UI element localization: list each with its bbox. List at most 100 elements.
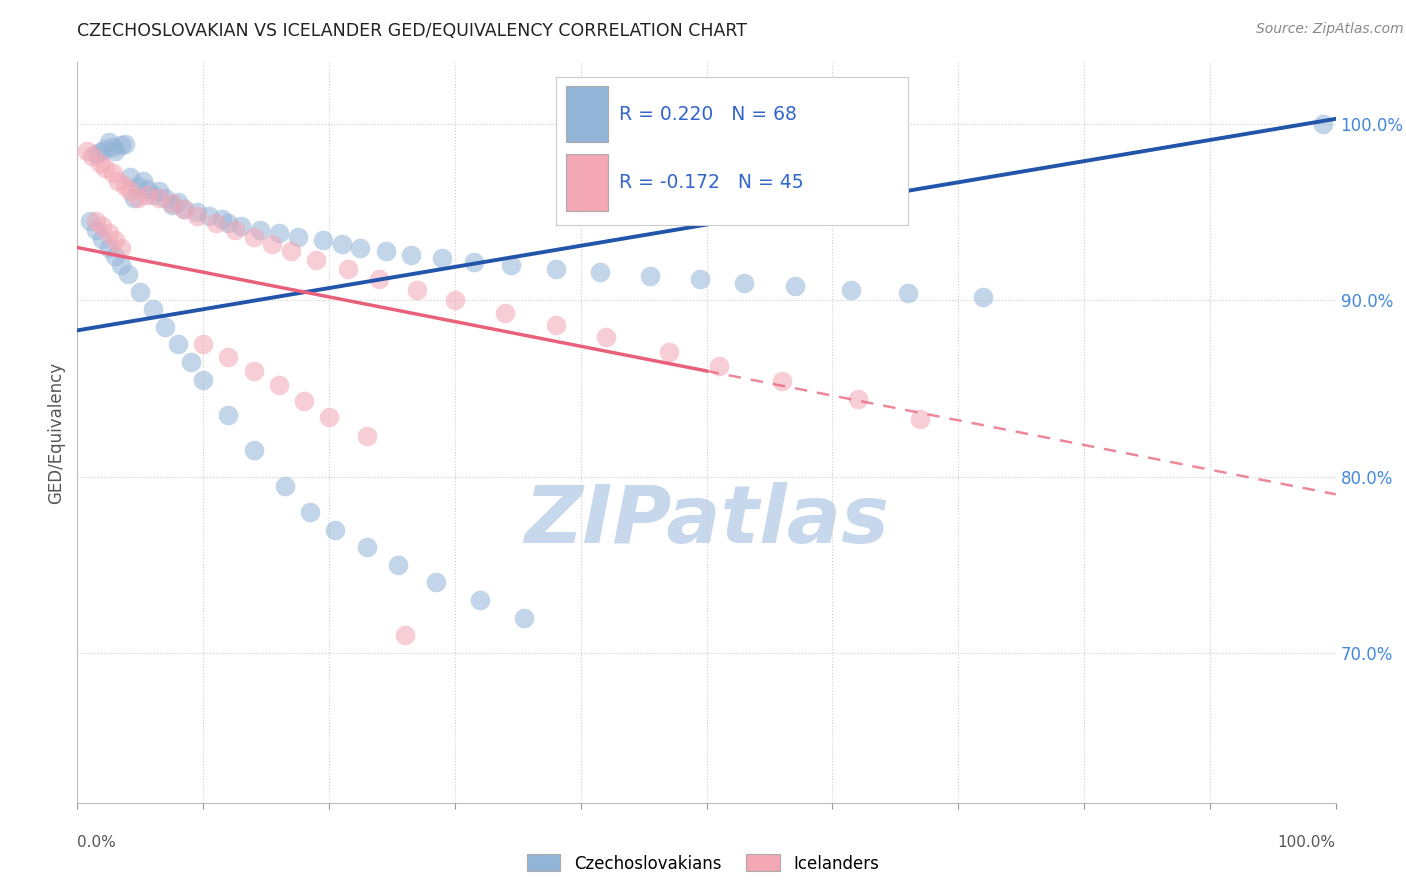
Point xyxy=(110,258,132,272)
Point xyxy=(463,254,485,268)
Point xyxy=(267,227,290,241)
Point xyxy=(101,167,124,181)
Point xyxy=(104,249,127,263)
Point xyxy=(148,184,170,198)
Point xyxy=(468,593,491,607)
Point xyxy=(114,136,136,151)
Point xyxy=(217,408,239,422)
Point xyxy=(658,344,681,359)
Point xyxy=(318,409,340,424)
Point xyxy=(323,523,346,537)
Point xyxy=(897,286,920,301)
Point xyxy=(186,209,208,223)
Point xyxy=(167,194,190,209)
Point xyxy=(120,169,142,184)
Point xyxy=(494,306,516,320)
Point xyxy=(79,214,101,228)
Point xyxy=(1312,117,1334,131)
Point xyxy=(155,319,177,334)
Point xyxy=(122,191,145,205)
Point xyxy=(91,219,114,234)
Point xyxy=(82,149,104,163)
Point xyxy=(110,240,132,255)
Point xyxy=(97,135,120,149)
Point xyxy=(544,261,567,276)
Point xyxy=(173,202,195,216)
Point xyxy=(707,359,730,373)
Point xyxy=(689,272,711,286)
Point xyxy=(224,223,246,237)
Point xyxy=(387,558,409,572)
Point xyxy=(94,161,117,176)
Point xyxy=(97,227,120,241)
Point xyxy=(142,187,165,202)
Point xyxy=(770,375,793,389)
Text: 100.0%: 100.0% xyxy=(1278,836,1336,850)
Point xyxy=(204,216,226,230)
Point xyxy=(299,505,322,519)
Point xyxy=(229,219,252,234)
Point xyxy=(444,293,467,308)
Point xyxy=(84,147,107,161)
Point xyxy=(513,611,536,625)
Point xyxy=(120,184,142,198)
Point xyxy=(180,355,202,369)
Point xyxy=(127,178,149,193)
Point xyxy=(135,187,157,202)
Point xyxy=(127,191,149,205)
Y-axis label: GED/Equivalency: GED/Equivalency xyxy=(48,361,66,504)
Text: ZIPatlas: ZIPatlas xyxy=(524,483,889,560)
Point xyxy=(91,232,114,246)
Point xyxy=(839,283,862,297)
Legend: Czechoslovakians, Icelanders: Czechoslovakians, Icelanders xyxy=(520,847,886,880)
Point xyxy=(89,156,111,170)
Point xyxy=(595,330,617,344)
Point xyxy=(406,283,429,297)
Text: CZECHOSLOVAKIAN VS ICELANDER GED/EQUIVALENCY CORRELATION CHART: CZECHOSLOVAKIAN VS ICELANDER GED/EQUIVAL… xyxy=(77,22,748,40)
Point xyxy=(84,223,107,237)
Point xyxy=(356,429,378,443)
Point xyxy=(211,212,233,227)
Point xyxy=(114,178,136,193)
Point xyxy=(305,252,328,267)
Point xyxy=(262,237,284,252)
Point xyxy=(356,540,378,554)
Point xyxy=(104,144,127,158)
Point xyxy=(160,198,183,212)
Point xyxy=(733,276,755,290)
Text: 0.0%: 0.0% xyxy=(77,836,117,850)
Point xyxy=(336,261,359,276)
Point xyxy=(104,234,127,248)
Point xyxy=(84,214,107,228)
Point xyxy=(155,191,177,205)
Point xyxy=(846,392,869,406)
Point xyxy=(148,191,170,205)
Point xyxy=(349,240,371,255)
Point xyxy=(280,244,302,258)
Point xyxy=(588,265,610,279)
Point xyxy=(217,216,239,230)
Point xyxy=(167,337,190,351)
Point xyxy=(972,290,994,304)
Point xyxy=(117,267,139,281)
Point xyxy=(425,575,447,590)
Point xyxy=(249,223,271,237)
Point xyxy=(910,411,932,425)
Point xyxy=(783,279,806,293)
Point xyxy=(135,182,157,196)
Point xyxy=(501,258,523,272)
Point xyxy=(107,173,129,187)
Point xyxy=(287,230,309,244)
Point xyxy=(330,237,353,252)
Point xyxy=(217,350,239,364)
Point xyxy=(132,173,155,187)
Text: Source: ZipAtlas.com: Source: ZipAtlas.com xyxy=(1256,22,1403,37)
Point xyxy=(191,373,215,387)
Point xyxy=(242,443,264,458)
Point xyxy=(267,378,290,392)
Point xyxy=(173,202,195,216)
Point xyxy=(399,247,422,261)
Point xyxy=(374,244,396,258)
Point xyxy=(368,272,391,286)
Point xyxy=(394,628,416,642)
